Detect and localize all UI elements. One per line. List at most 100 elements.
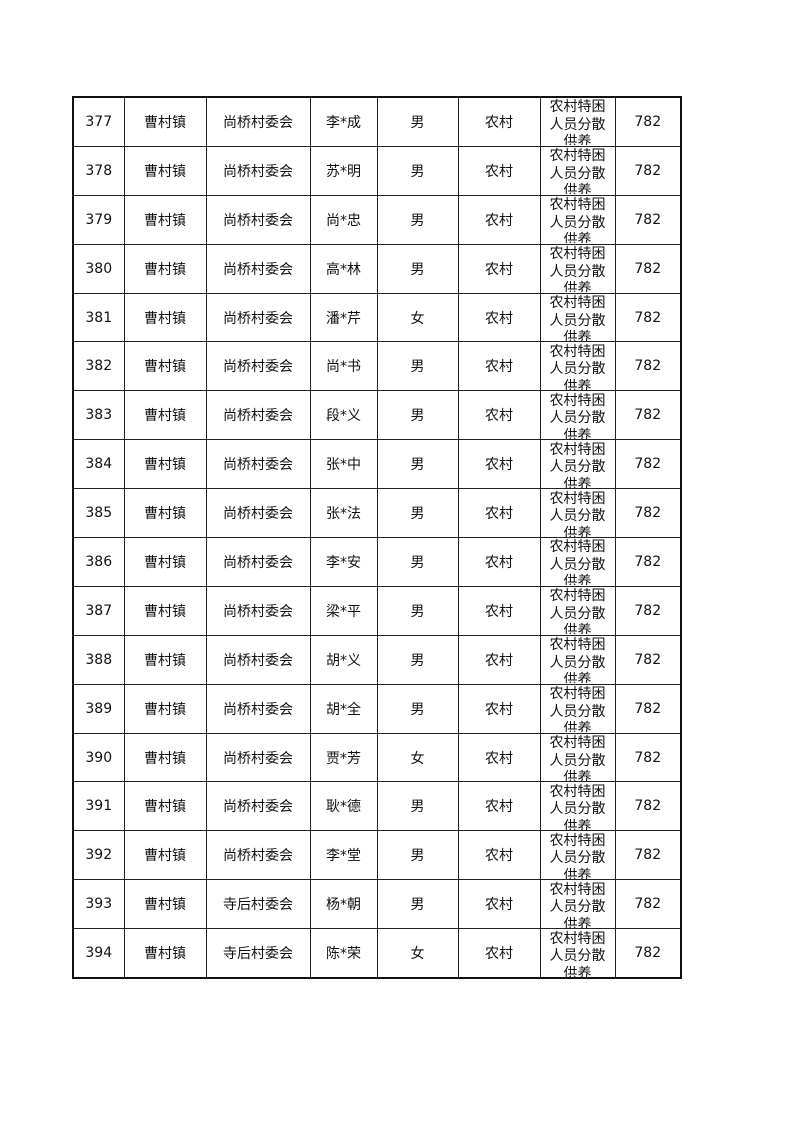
table-row: 377 曹村镇 尚桥村委会 李*成男农村 农村特困人员分散供养 782	[72, 96, 682, 147]
table-row: 386 曹村镇 尚桥村委会 李*安男农村 农村特困人员分散供养 782	[72, 537, 682, 587]
table-cell: 曹村镇	[123, 145, 207, 196]
table-cell: 782	[614, 585, 682, 636]
table-cell: 尚桥村委会	[205, 683, 311, 734]
table-cell: 农村	[457, 96, 541, 147]
table-cell: 782	[614, 145, 682, 196]
table-cell: 农村	[457, 732, 541, 783]
table-cell: 782	[614, 243, 682, 294]
table-cell: 尚桥村委会	[205, 537, 311, 587]
table-cell: 农村	[457, 488, 541, 539]
table-cell: 农村	[457, 683, 541, 734]
table-cell: 曹村镇	[123, 634, 207, 685]
table-cell: 陈*荣	[309, 928, 378, 979]
cell-text: 农村特困人员分散供养	[549, 881, 606, 928]
cell-text: 农村特困人员分散供养	[549, 197, 606, 244]
table-cell: 农村特困人员分散供养	[539, 928, 616, 979]
table-cell: 782	[614, 537, 682, 587]
table-cell: 胡*全	[309, 683, 378, 734]
cell-text: 农村特困人员分散供养	[549, 930, 606, 977]
table-cell: 农村特困人员分散供养	[539, 683, 616, 734]
table-cell: 尚桥村委会	[205, 732, 311, 783]
table-row: 380 曹村镇 尚桥村委会 高*林男农村 农村特困人员分散供养 782	[72, 243, 682, 294]
table-cell: 382	[72, 341, 125, 392]
table-cell: 尚桥村委会	[205, 585, 311, 636]
table-cell: 农村特困人员分散供养	[539, 194, 616, 245]
table-cell: 农村特困人员分散供养	[539, 781, 616, 832]
table-cell: 农村	[457, 243, 541, 294]
cell-text: 农村特困人员分散供养	[549, 295, 606, 341]
table-cell: 农村	[457, 292, 541, 343]
table-cell: 389	[72, 683, 125, 734]
table-cell: 尚桥村委会	[205, 830, 311, 881]
table-cell: 苏*明	[309, 145, 378, 196]
cell-text: 农村特困人员分散供养	[549, 539, 606, 586]
table-cell: 379	[72, 194, 125, 245]
table-cell: 尚桥村委会	[205, 634, 311, 685]
table-cell: 农村特困人员分散供养	[539, 537, 616, 587]
table-cell: 782	[614, 928, 682, 979]
table-cell: 高*林	[309, 243, 378, 294]
cell-text: 农村特困人员分散供养	[549, 783, 606, 830]
table-cell: 农村特困人员分散供养	[539, 585, 616, 636]
table-cell: 曹村镇	[123, 879, 207, 930]
table-cell: 梁*平	[309, 585, 378, 636]
table-cell: 曹村镇	[123, 341, 207, 392]
table-cell: 男	[376, 683, 459, 734]
cell-text: 农村特困人员分散供养	[549, 148, 606, 195]
table-cell: 782	[614, 781, 682, 832]
table-cell: 曹村镇	[123, 537, 207, 587]
table-cell: 男	[376, 96, 459, 147]
table-cell: 耿*德	[309, 781, 378, 832]
cell-text: 农村特困人员分散供养	[549, 637, 606, 684]
cell-text: 农村特困人员分散供养	[549, 588, 606, 635]
table-cell: 曹村镇	[123, 439, 207, 490]
table-cell: 尚桥村委会	[205, 341, 311, 392]
cell-text: 农村特困人员分散供养	[549, 490, 606, 537]
table-cell: 农村特困人员分散供养	[539, 830, 616, 881]
table-cell: 782	[614, 732, 682, 783]
table-cell: 男	[376, 390, 459, 441]
table-cell: 农村特困人员分散供养	[539, 439, 616, 490]
table-cell: 寺后村委会	[205, 928, 311, 979]
table-cell: 尚桥村委会	[205, 390, 311, 441]
table-cell: 男	[376, 341, 459, 392]
table-cell: 农村特困人员分散供养	[539, 341, 616, 392]
table-cell: 女	[376, 732, 459, 783]
table-row: 378 曹村镇 尚桥村委会 苏*明男农村 农村特困人员分散供养 782	[72, 145, 682, 196]
table-row: 394 曹村镇 寺后村委会 陈*荣女农村 农村特困人员分散供养 782	[72, 928, 682, 979]
table-cell: 782	[614, 488, 682, 539]
cell-text: 农村特困人员分散供养	[549, 735, 606, 782]
table-cell: 农村特困人员分散供养	[539, 243, 616, 294]
table-row: 382 曹村镇 尚桥村委会 尚*书男农村 农村特困人员分散供养 782	[72, 341, 682, 392]
table-cell: 曹村镇	[123, 390, 207, 441]
table-row: 385 曹村镇 尚桥村委会 张*法男农村 农村特困人员分散供养 782	[72, 488, 682, 539]
table-row: 387 曹村镇 尚桥村委会 梁*平男农村 农村特困人员分散供养 782	[72, 585, 682, 636]
table-cell: 李*堂	[309, 830, 378, 881]
table-cell: 女	[376, 292, 459, 343]
table-cell: 尚桥村委会	[205, 243, 311, 294]
table-cell: 男	[376, 194, 459, 245]
table-body: 377 曹村镇 尚桥村委会 李*成男农村 农村特困人员分散供养 782 378 曹村镇 尚桥村委…	[72, 96, 682, 979]
table-cell: 男	[376, 634, 459, 685]
table-cell: 农村	[457, 634, 541, 685]
table-row: 388 曹村镇 尚桥村委会 胡*义男农村 农村特困人员分散供养 782	[72, 634, 682, 685]
table-cell: 男	[376, 781, 459, 832]
table-cell: 378	[72, 145, 125, 196]
table-row: 381 曹村镇 尚桥村委会 潘*芹女农村 农村特困人员分散供养 782	[72, 292, 682, 343]
table-cell: 386	[72, 537, 125, 587]
table-cell: 张*法	[309, 488, 378, 539]
table-cell: 男	[376, 537, 459, 587]
table-cell: 张*中	[309, 439, 378, 490]
table-cell: 曹村镇	[123, 488, 207, 539]
table-cell: 农村特困人员分散供养	[539, 145, 616, 196]
table-cell: 曹村镇	[123, 830, 207, 881]
table-cell: 尚桥村委会	[205, 439, 311, 490]
cell-text: 农村特困人员分散供养	[549, 99, 606, 146]
table-cell: 383	[72, 390, 125, 441]
table-cell: 782	[614, 683, 682, 734]
table-cell: 杨*朝	[309, 879, 378, 930]
table-cell: 曹村镇	[123, 292, 207, 343]
table-cell: 男	[376, 439, 459, 490]
table-cell: 农村	[457, 341, 541, 392]
